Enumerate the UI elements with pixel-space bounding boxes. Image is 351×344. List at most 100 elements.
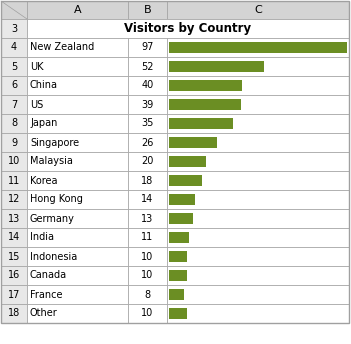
- Text: A: A: [74, 5, 81, 15]
- Bar: [128, 247, 167, 266]
- Text: 13: 13: [141, 214, 154, 224]
- Bar: [1, 38, 27, 57]
- Bar: [27, 114, 128, 133]
- Bar: [169, 137, 217, 148]
- Bar: [128, 152, 167, 171]
- Bar: [128, 114, 167, 133]
- Bar: [167, 152, 349, 171]
- Bar: [128, 209, 167, 228]
- Text: Visitors by Country: Visitors by Country: [125, 22, 252, 35]
- Bar: [1, 209, 27, 228]
- Text: Other: Other: [30, 309, 58, 319]
- Bar: [169, 232, 189, 244]
- Text: 97: 97: [141, 43, 154, 53]
- Bar: [27, 228, 128, 247]
- Bar: [167, 171, 349, 190]
- Text: 6: 6: [11, 80, 17, 90]
- Bar: [167, 38, 349, 57]
- Bar: [1, 266, 27, 285]
- Bar: [128, 228, 167, 247]
- Text: 15: 15: [8, 251, 20, 261]
- Bar: [1, 152, 27, 171]
- Text: 20: 20: [141, 157, 154, 166]
- Bar: [167, 266, 349, 285]
- Text: 18: 18: [8, 309, 20, 319]
- Bar: [169, 213, 193, 224]
- Bar: [1, 304, 27, 323]
- Text: New Zealand: New Zealand: [30, 43, 94, 53]
- Bar: [167, 228, 349, 247]
- Text: B: B: [144, 5, 151, 15]
- Bar: [1, 133, 27, 152]
- Text: 5: 5: [11, 62, 17, 72]
- Text: 8: 8: [11, 118, 17, 129]
- Bar: [1, 228, 27, 247]
- Bar: [128, 133, 167, 152]
- Text: 16: 16: [8, 270, 20, 280]
- Bar: [169, 155, 206, 168]
- Text: 8: 8: [145, 290, 151, 300]
- Text: 3: 3: [11, 23, 17, 33]
- Bar: [27, 38, 128, 57]
- Bar: [167, 247, 349, 266]
- Text: Malaysia: Malaysia: [30, 157, 73, 166]
- Bar: [169, 289, 184, 300]
- Bar: [27, 133, 128, 152]
- Bar: [27, 266, 128, 285]
- Bar: [167, 1, 349, 19]
- Bar: [1, 114, 27, 133]
- Bar: [128, 285, 167, 304]
- Text: 14: 14: [8, 233, 20, 243]
- Bar: [1, 1, 27, 19]
- Text: Korea: Korea: [30, 175, 58, 185]
- Bar: [128, 304, 167, 323]
- Text: 14: 14: [141, 194, 154, 204]
- Text: 12: 12: [8, 194, 20, 204]
- Text: 11: 11: [8, 175, 20, 185]
- Bar: [27, 1, 128, 19]
- Text: 10: 10: [141, 309, 154, 319]
- Bar: [27, 19, 349, 38]
- Bar: [169, 308, 187, 319]
- Bar: [128, 190, 167, 209]
- Bar: [169, 118, 233, 129]
- Bar: [27, 171, 128, 190]
- Bar: [1, 171, 27, 190]
- Text: Hong Kong: Hong Kong: [30, 194, 83, 204]
- Text: 35: 35: [141, 118, 154, 129]
- Bar: [167, 209, 349, 228]
- Bar: [128, 76, 167, 95]
- Text: 9: 9: [11, 138, 17, 148]
- Text: 11: 11: [141, 233, 154, 243]
- Text: 10: 10: [8, 157, 20, 166]
- Text: 7: 7: [11, 99, 17, 109]
- Text: 10: 10: [141, 251, 154, 261]
- Bar: [27, 152, 128, 171]
- Bar: [128, 1, 167, 19]
- Bar: [27, 190, 128, 209]
- Bar: [1, 57, 27, 76]
- Text: 18: 18: [141, 175, 154, 185]
- Bar: [27, 95, 128, 114]
- Bar: [128, 266, 167, 285]
- Bar: [169, 79, 243, 92]
- Bar: [167, 57, 349, 76]
- Text: 13: 13: [8, 214, 20, 224]
- Text: 4: 4: [11, 43, 17, 53]
- Bar: [167, 114, 349, 133]
- Bar: [1, 19, 27, 38]
- Bar: [27, 247, 128, 266]
- Bar: [167, 95, 349, 114]
- Bar: [27, 76, 128, 95]
- Bar: [1, 285, 27, 304]
- Text: UK: UK: [30, 62, 44, 72]
- Text: 10: 10: [141, 270, 154, 280]
- Text: Singapore: Singapore: [30, 138, 79, 148]
- Text: 52: 52: [141, 62, 154, 72]
- Text: 40: 40: [141, 80, 154, 90]
- Bar: [167, 190, 349, 209]
- Bar: [1, 247, 27, 266]
- Bar: [169, 175, 202, 186]
- Text: US: US: [30, 99, 43, 109]
- Text: Germany: Germany: [30, 214, 75, 224]
